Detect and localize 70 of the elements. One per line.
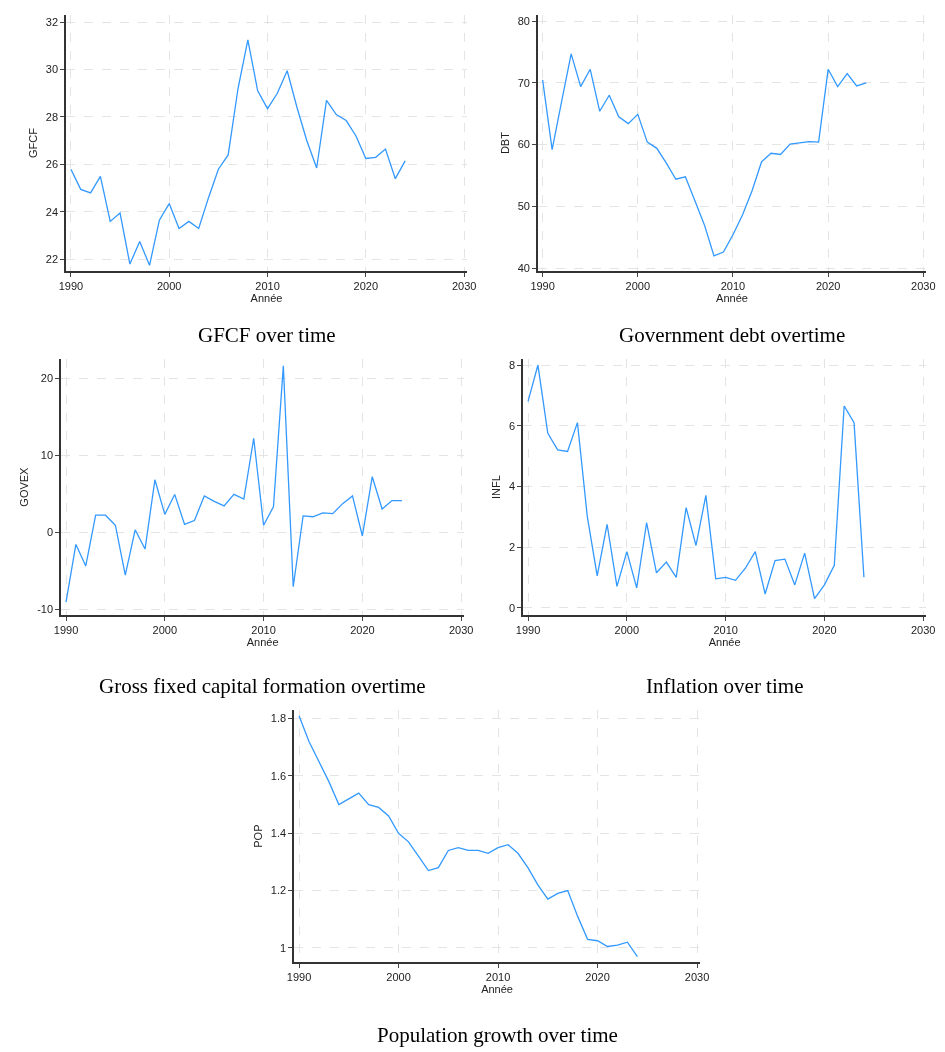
line-series bbox=[527, 364, 865, 600]
x-axis-title: Année bbox=[250, 292, 283, 305]
x-axis-title: Année bbox=[708, 636, 741, 649]
y-tick-label: 0 bbox=[509, 601, 516, 614]
y-tick-label: 1.2 bbox=[270, 884, 287, 897]
y-tick-label: 0 bbox=[46, 525, 54, 538]
y-tick-label: 40 bbox=[517, 261, 530, 274]
y-tick-label: 26 bbox=[45, 158, 59, 171]
y-tick-label: 1.8 bbox=[270, 712, 287, 725]
x-tick-label: 2030 bbox=[910, 624, 936, 637]
text: Gross fixed capital formation overtime bbox=[99, 674, 426, 698]
y-tick-label: 50 bbox=[517, 200, 530, 213]
x-tick-label: 2010 bbox=[255, 280, 280, 293]
x-tick-label: 2000 bbox=[625, 280, 651, 293]
y-tick-label: 60 bbox=[517, 138, 530, 151]
y-tick-label: 4 bbox=[509, 480, 516, 493]
x-tick-label: 2010 bbox=[251, 624, 276, 637]
y-axis-title: GFCF bbox=[26, 127, 39, 159]
x-tick-label: 2030 bbox=[448, 624, 474, 637]
x-tick-label: 1990 bbox=[53, 624, 79, 637]
y-axis-title: GOVEX bbox=[18, 466, 31, 507]
x-tick-label: 2000 bbox=[386, 971, 411, 984]
text: Inflation over time bbox=[646, 674, 804, 698]
line-series bbox=[541, 53, 867, 257]
x-tick-label: 1990 bbox=[58, 280, 84, 293]
y-axis-title: DBT bbox=[498, 131, 511, 155]
y-tick-label: 24 bbox=[45, 205, 59, 218]
y-tick-label: 2 bbox=[509, 540, 516, 553]
y-tick-label: 1.6 bbox=[270, 769, 287, 782]
y-tick-label: 30 bbox=[45, 63, 59, 76]
x-tick-label: 2000 bbox=[614, 624, 640, 637]
x-tick-label: 1990 bbox=[515, 624, 541, 637]
y-tick-label: 1.4 bbox=[270, 827, 287, 840]
text: Government debt overtime bbox=[619, 323, 846, 347]
x-tick-label: 2020 bbox=[353, 280, 379, 293]
x-tick-label: 2010 bbox=[720, 280, 746, 293]
text: Population growth over time bbox=[377, 1023, 618, 1047]
y-tick-label: 70 bbox=[517, 76, 530, 89]
y-tick-label: 6 bbox=[509, 419, 516, 432]
x-tick-label: 2030 bbox=[451, 280, 477, 293]
y-tick-label: 20 bbox=[40, 372, 54, 385]
x-tick-label: 2000 bbox=[152, 624, 178, 637]
line-series bbox=[298, 715, 639, 958]
x-tick-label: 2020 bbox=[350, 624, 375, 637]
x-axis-title: Année bbox=[716, 292, 748, 305]
line-series bbox=[70, 39, 406, 266]
text: GFCF over time bbox=[198, 323, 336, 347]
x-tick-label: 2000 bbox=[156, 280, 182, 293]
y-tick-label: 10 bbox=[40, 449, 54, 462]
y-tick-label: 22 bbox=[45, 253, 59, 266]
x-tick-label: 2030 bbox=[684, 971, 710, 984]
y-tick-label: 80 bbox=[517, 14, 530, 27]
x-tick-label: 2020 bbox=[815, 280, 841, 293]
y-tick-label: 8 bbox=[509, 358, 516, 371]
y-tick-label: 1 bbox=[279, 941, 287, 954]
y-tick-label: 32 bbox=[45, 15, 59, 28]
x-tick-label: 1990 bbox=[530, 280, 555, 293]
line-series bbox=[65, 365, 403, 603]
x-tick-label: 1990 bbox=[286, 971, 312, 984]
x-tick-label: 2020 bbox=[812, 624, 837, 637]
x-axis-title: Année bbox=[481, 983, 513, 996]
x-tick-label: 2010 bbox=[713, 624, 738, 637]
y-tick-label: -10 bbox=[37, 602, 54, 615]
y-axis-title: INFL bbox=[490, 475, 503, 500]
y-axis-title: POP bbox=[251, 824, 264, 848]
x-tick-label: 2020 bbox=[585, 971, 610, 984]
x-tick-label: 2010 bbox=[485, 971, 511, 984]
x-axis-title: Année bbox=[246, 636, 279, 649]
x-tick-label: 2030 bbox=[911, 280, 936, 293]
y-tick-label: 28 bbox=[45, 110, 59, 123]
